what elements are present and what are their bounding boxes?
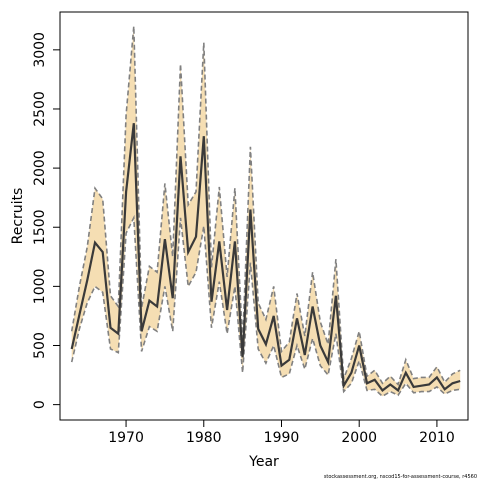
x-tick-label-1990: 1990 xyxy=(264,430,300,446)
upper-bound-line xyxy=(70,26,461,387)
x-axis: 1970 1980 1990 2000 2010 xyxy=(108,420,455,446)
x-tick-label-1970: 1970 xyxy=(108,430,144,446)
y-tick-label-1500: 1500 xyxy=(32,209,48,245)
y-tick-label-500: 500 xyxy=(32,332,48,359)
y-axis-title: Recruits xyxy=(10,188,26,245)
confidence-band xyxy=(71,26,461,397)
plot-frame xyxy=(59,11,469,421)
y-axis: 0 500 1000 1500 2000 2500 3000 xyxy=(32,32,60,409)
x-tick-label-1980: 1980 xyxy=(186,430,222,446)
x-tick-label-2000: 2000 xyxy=(341,430,377,446)
confidence-band-layer xyxy=(71,26,461,397)
x-axis-title: Year xyxy=(248,454,279,470)
lower-bound-line xyxy=(70,214,461,398)
y-tick-label-1000: 1000 xyxy=(32,269,48,305)
series-line-layer xyxy=(70,26,461,398)
y-tick-label-3000: 3000 xyxy=(32,32,48,68)
y-tick-label-2500: 2500 xyxy=(32,91,48,127)
y-tick-label-0: 0 xyxy=(32,400,48,409)
x-tick-label-2010: 2010 xyxy=(419,430,455,446)
source-credit: stockassessment.org, nscod15-for-assessm… xyxy=(324,474,477,480)
recruits-estimate-line xyxy=(70,123,461,393)
y-tick-label-2000: 2000 xyxy=(32,150,48,186)
